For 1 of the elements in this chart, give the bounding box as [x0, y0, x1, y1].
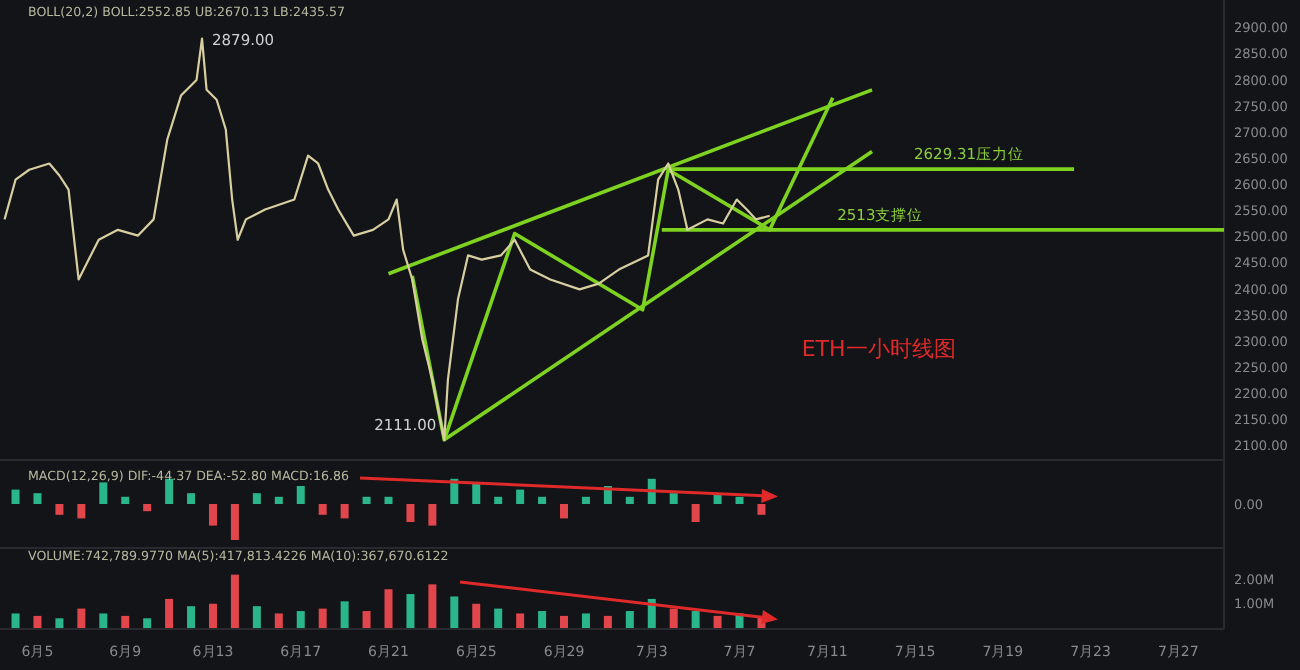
annotation: ETH一小时线图 [801, 335, 956, 362]
